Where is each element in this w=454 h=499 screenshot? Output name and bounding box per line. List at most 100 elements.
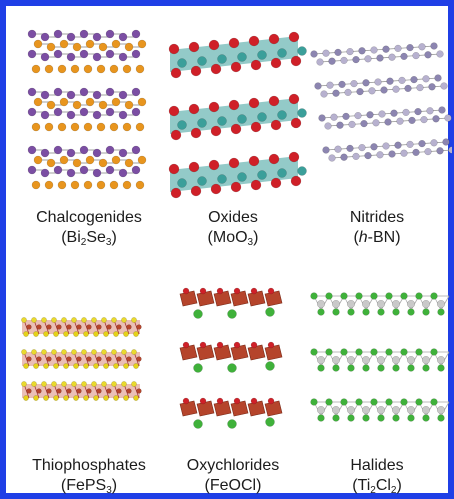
atom (103, 331, 109, 337)
atom (197, 56, 207, 66)
atom (265, 361, 275, 371)
atom (332, 89, 340, 97)
polyhedron (179, 344, 198, 361)
atom (382, 142, 390, 150)
atom (355, 292, 363, 300)
atom (227, 419, 237, 429)
atom (414, 107, 422, 116)
atom (290, 175, 302, 187)
atom (182, 341, 190, 349)
atom (43, 331, 49, 337)
polyhedron (264, 290, 283, 307)
atom (93, 363, 99, 369)
atom (44, 122, 54, 132)
atom (31, 349, 37, 355)
atom (71, 317, 77, 323)
atom (310, 50, 318, 58)
atom (27, 49, 37, 59)
atom (33, 395, 39, 401)
atom (21, 381, 27, 387)
atom (415, 398, 423, 406)
atom (41, 381, 47, 387)
atom (358, 47, 366, 55)
atom (400, 348, 408, 356)
atom (106, 324, 112, 330)
atom (420, 115, 428, 124)
atom (250, 179, 262, 191)
atom (105, 107, 115, 117)
atom (124, 158, 134, 168)
atom (248, 155, 260, 167)
atom (59, 97, 69, 107)
atom (334, 145, 342, 153)
atom (364, 151, 372, 160)
feps3-layers (21, 317, 142, 401)
atom (188, 161, 200, 173)
atom (70, 122, 80, 132)
atom (230, 123, 242, 135)
polyhedron (247, 400, 266, 417)
atom (31, 64, 41, 74)
atom (217, 174, 227, 184)
atom (23, 395, 29, 401)
atom (53, 29, 63, 39)
atom (208, 39, 220, 51)
atom (385, 348, 393, 356)
atom (267, 287, 275, 295)
atom (288, 151, 300, 163)
atom (340, 398, 348, 406)
atom (118, 168, 128, 178)
atom (136, 356, 142, 362)
atom (328, 154, 336, 162)
atom (391, 405, 401, 415)
atom (126, 324, 132, 330)
atom (56, 324, 62, 330)
atom (122, 180, 132, 190)
panel-formula: (Bi2Se3) (61, 229, 117, 248)
polyhedron (179, 400, 198, 417)
atom (53, 145, 63, 155)
atom (332, 364, 340, 372)
atom (322, 49, 330, 57)
atom (310, 348, 318, 356)
atom (79, 29, 89, 39)
atom (347, 414, 355, 422)
atom (376, 355, 386, 365)
atom (98, 100, 108, 110)
atom (188, 103, 200, 115)
panel-formula: (FeOCl) (204, 477, 262, 494)
atom (44, 180, 54, 190)
panel-oxides: Oxides (MoO3) (158, 14, 308, 254)
atom (121, 349, 127, 355)
atom (268, 33, 280, 45)
atom (123, 363, 129, 369)
atom (404, 84, 412, 93)
atom (317, 414, 325, 422)
atom (53, 87, 63, 97)
atom (79, 107, 89, 117)
atom (122, 64, 132, 74)
atom (83, 363, 89, 369)
atom (430, 348, 438, 356)
atom (46, 100, 56, 110)
atom (331, 299, 341, 309)
atom (121, 381, 127, 387)
atom (131, 29, 141, 39)
atom (199, 287, 207, 295)
atom (63, 363, 69, 369)
atom (346, 47, 354, 56)
atom (27, 145, 37, 155)
atom (135, 122, 145, 132)
atom (391, 299, 401, 309)
atom (83, 180, 93, 190)
atom (170, 67, 182, 79)
atom (355, 398, 363, 406)
atom (70, 180, 80, 190)
atom (391, 355, 401, 365)
atom (361, 355, 371, 365)
atom (118, 90, 128, 100)
atom (250, 287, 258, 295)
atom (92, 110, 102, 120)
atom (96, 180, 106, 190)
atom (428, 83, 436, 91)
